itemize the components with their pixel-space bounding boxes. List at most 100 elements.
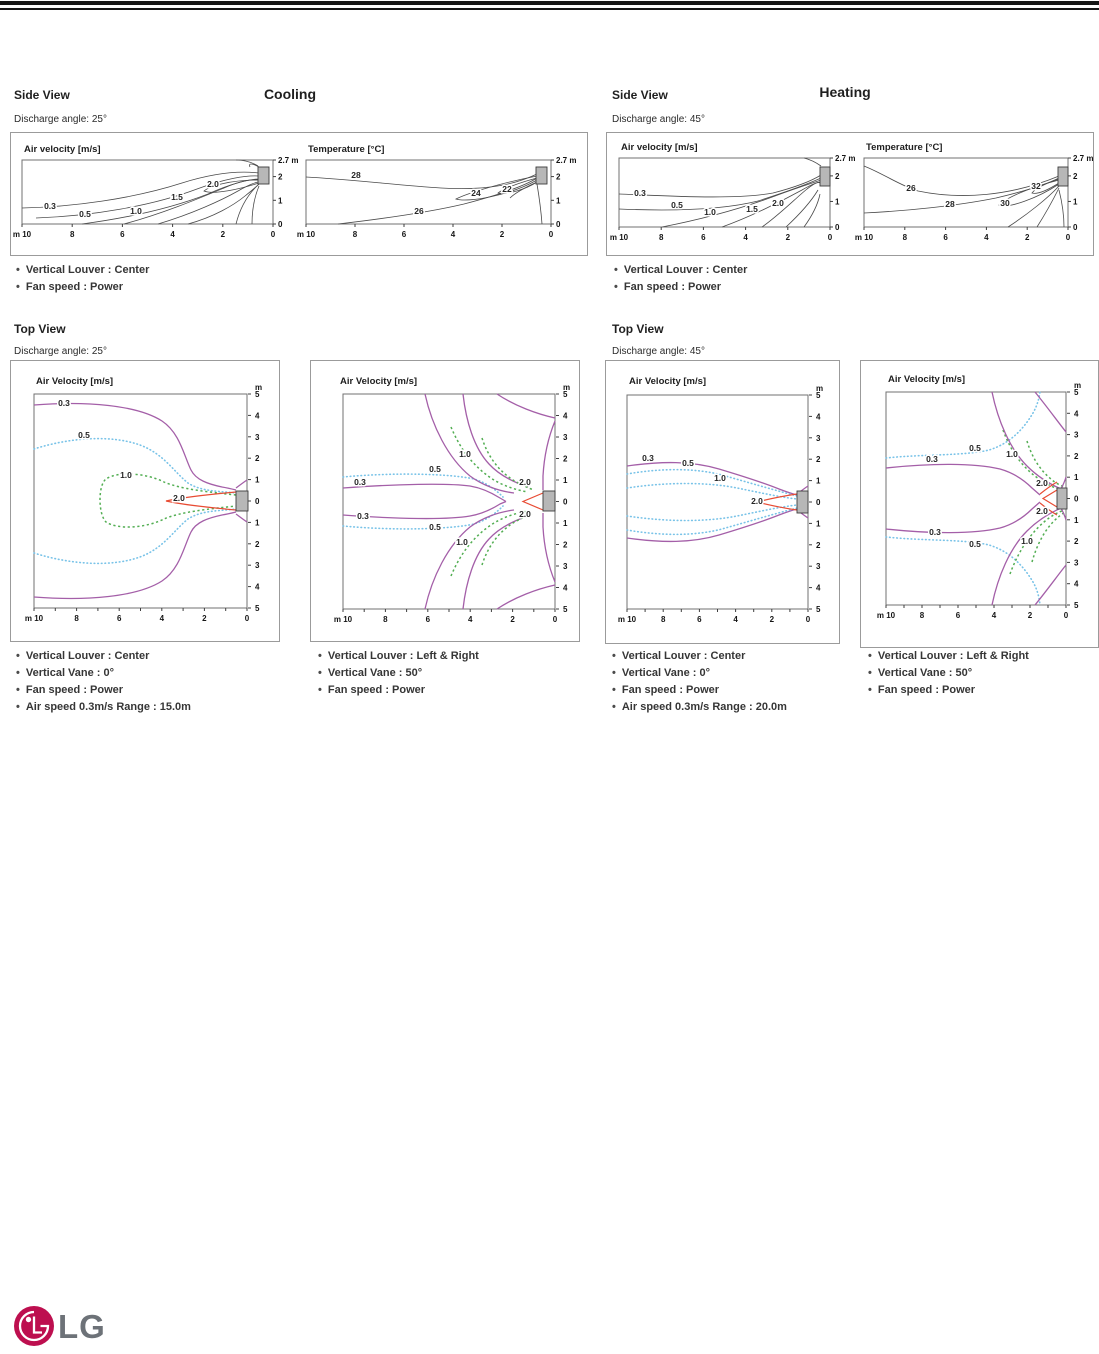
- svg-text:0: 0: [556, 220, 561, 229]
- svg-text:1: 1: [1074, 473, 1079, 482]
- svg-text:26: 26: [414, 206, 424, 216]
- cooling-top-center-chart: Air Velocity [m/s] m 10 8 6 4 2 0m54321012345…: [25, 376, 262, 623]
- svg-text:1.5: 1.5: [171, 192, 183, 202]
- svg-text:0: 0: [1064, 611, 1069, 620]
- svg-text:4: 4: [563, 412, 568, 421]
- svg-text:4: 4: [451, 230, 456, 239]
- bullet-item: Vertical Louver : Left & Right: [868, 648, 1029, 665]
- svg-text:4: 4: [563, 584, 568, 593]
- svg-text:4: 4: [468, 615, 473, 624]
- svg-text:3: 3: [255, 433, 260, 442]
- svg-text:5: 5: [255, 604, 260, 613]
- svg-text:m: m: [255, 383, 262, 392]
- svg-text:5: 5: [1074, 388, 1079, 397]
- svg-text:0.3: 0.3: [642, 453, 654, 463]
- svg-text:0.5: 0.5: [429, 522, 441, 532]
- svg-text:2: 2: [563, 455, 568, 464]
- svg-text:1.0: 1.0: [704, 207, 716, 217]
- svg-text:2: 2: [500, 230, 505, 239]
- svg-text:4: 4: [984, 233, 989, 242]
- svg-text:3: 3: [255, 561, 260, 570]
- svg-text:4: 4: [733, 615, 738, 624]
- cooling-discharge-angle: Discharge angle: 25°: [14, 114, 107, 125]
- svg-text:3: 3: [1074, 558, 1079, 567]
- svg-text:2: 2: [221, 230, 226, 239]
- svg-text:1: 1: [255, 476, 260, 485]
- heating-top-center-notes: Vertical Louver : Center Vertical Vane :…: [612, 648, 787, 716]
- svg-text:0: 0: [563, 498, 568, 507]
- cooling-side-temperature-chart: Temperature [°C] m 10 8 6 4 2 0 2.7 m 2 1 0 28 26 24…: [297, 144, 577, 239]
- heating-top-view-heading: Top View: [612, 322, 664, 336]
- cooling-top-view-heading: Top View: [14, 322, 66, 336]
- svg-text:m 10: m 10: [855, 233, 874, 242]
- chart-title: Air velocity [m/s]: [621, 142, 698, 153]
- indoor-unit: [535, 166, 548, 185]
- svg-text:2: 2: [255, 540, 260, 549]
- svg-text:0.3: 0.3: [634, 188, 646, 198]
- svg-text:0.5: 0.5: [429, 464, 441, 474]
- svg-text:2: 2: [770, 615, 775, 624]
- cooling-side-view-panel: [10, 132, 588, 256]
- indoor-unit: [257, 166, 270, 185]
- svg-text:4: 4: [170, 230, 175, 239]
- svg-text:3: 3: [816, 434, 821, 443]
- cooling-top-lr-panel: [310, 360, 580, 642]
- contour-lines: [618, 157, 822, 228]
- svg-text:4: 4: [160, 614, 165, 623]
- svg-text:0: 0: [1073, 223, 1078, 232]
- chart-title: Air Velocity [m/s]: [629, 376, 706, 387]
- svg-text:2.7 m: 2.7 m: [278, 156, 298, 165]
- cooling-top-center-panel: [10, 360, 280, 642]
- contour-lines: [21, 159, 260, 225]
- svg-text:2.0: 2.0: [519, 477, 531, 487]
- heating-top-center-chart: Air Velocity [m/s] m 10 8 6 4 2 0m54321012345…: [618, 376, 823, 624]
- svg-text:1.5: 1.5: [746, 204, 758, 214]
- svg-text:8: 8: [903, 233, 908, 242]
- svg-text:3: 3: [816, 562, 821, 571]
- heating-side-view-heading: Side View: [612, 88, 668, 102]
- svg-text:30: 30: [1000, 198, 1010, 208]
- svg-text:0.5: 0.5: [969, 443, 981, 453]
- cooling-top-left-right-chart: Air Velocity [m/s] m 10 8 6 4 2 0m54321012345…: [334, 376, 570, 624]
- svg-text:6: 6: [402, 230, 407, 239]
- svg-text:0: 0: [549, 230, 554, 239]
- svg-text:0.5: 0.5: [79, 209, 91, 219]
- svg-text:4: 4: [1074, 580, 1079, 589]
- svg-text:8: 8: [659, 233, 664, 242]
- svg-text:0.3: 0.3: [354, 477, 366, 487]
- svg-text:5: 5: [816, 391, 821, 400]
- svg-text:5: 5: [1074, 601, 1079, 610]
- contour-lines: [885, 391, 1067, 606]
- svg-text:5: 5: [816, 605, 821, 614]
- svg-text:m 10: m 10: [13, 230, 32, 239]
- svg-text:2: 2: [1025, 233, 1030, 242]
- svg-text:0: 0: [278, 220, 283, 229]
- svg-text:1: 1: [563, 519, 568, 528]
- lg-logo: LG: [14, 1306, 105, 1346]
- contour-lines: [305, 173, 543, 225]
- svg-text:2: 2: [255, 454, 260, 463]
- svg-text:8: 8: [353, 230, 358, 239]
- svg-text:4: 4: [743, 233, 748, 242]
- svg-text:2: 2: [278, 173, 283, 182]
- svg-text:6: 6: [697, 615, 702, 624]
- svg-text:m 10: m 10: [25, 614, 44, 623]
- svg-text:0: 0: [255, 497, 260, 506]
- svg-text:1: 1: [835, 197, 840, 206]
- indoor-unit: [1056, 487, 1068, 510]
- cooling-top-center-notes: Vertical Louver : Center Vertical Vane :…: [16, 648, 191, 716]
- svg-text:4: 4: [992, 611, 997, 620]
- svg-text:0: 0: [553, 615, 558, 624]
- svg-text:5: 5: [563, 605, 568, 614]
- indoor-unit: [796, 490, 809, 514]
- contour-lines: [863, 165, 1065, 228]
- svg-text:1.0: 1.0: [1021, 536, 1033, 546]
- bullet-item: Fan speed : Power: [614, 279, 747, 296]
- svg-text:1.0: 1.0: [120, 470, 132, 480]
- svg-text:6: 6: [956, 611, 961, 620]
- bullet-item: Fan speed : Power: [16, 279, 149, 296]
- bullet-item: Fan speed : Power: [318, 682, 479, 699]
- svg-text:0.5: 0.5: [969, 539, 981, 549]
- svg-text:2: 2: [1074, 452, 1079, 461]
